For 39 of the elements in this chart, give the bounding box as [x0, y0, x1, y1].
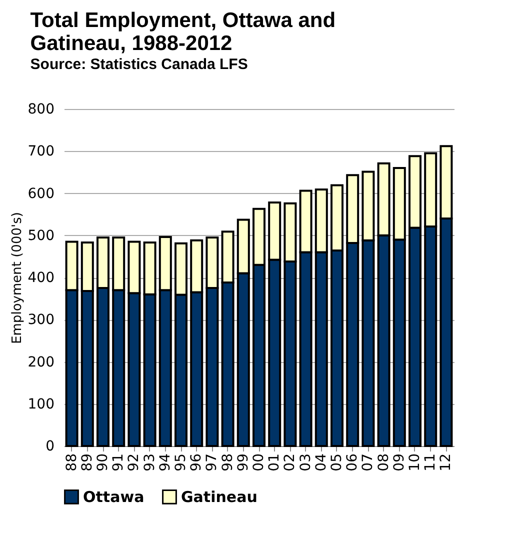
x-tick-label: 88	[64, 454, 80, 472]
x-tick-label: 07	[360, 454, 376, 472]
x-tick-label: 95	[173, 454, 189, 472]
x-tick-label: 91	[110, 454, 127, 472]
x-tick-label: 12	[438, 454, 454, 472]
x-tick-label: 10	[407, 454, 423, 472]
x-tick-label: 08	[376, 454, 392, 472]
x-tick-label: 02	[282, 454, 298, 472]
y-tick-label: 100	[28, 396, 54, 412]
chart-subtitle: Source: Statistics Canada LFS	[30, 56, 248, 73]
x-tick-label: 11	[422, 454, 439, 472]
y-tick-label: 300	[28, 312, 54, 328]
x-tick-label: 90	[95, 454, 111, 472]
x-tick-label: 92	[126, 454, 142, 472]
x-tick-label: 00	[251, 454, 267, 472]
y-tick-label: 200	[28, 354, 54, 370]
x-tick-label: 94	[157, 453, 174, 472]
legend-label: Ottawa	[83, 488, 144, 506]
x-tick-label: 99	[235, 454, 252, 472]
chart-title: Total Employment, Ottawa and Gatineau, 1988-2012	[30, 9, 336, 55]
x-tick-label: 98	[220, 454, 236, 472]
x-tick-label: 89	[79, 454, 96, 472]
y-tick-label: 800	[28, 102, 54, 118]
x-tick-label: 97	[204, 454, 220, 472]
x-tick-label: 04	[313, 453, 330, 472]
x-tick-label: 96	[188, 453, 205, 472]
x-tick-label: 03	[298, 454, 314, 472]
y-tick-label: 700	[28, 144, 54, 160]
y-tick-label: 400	[28, 270, 54, 286]
x-tick-label: 93	[142, 454, 158, 472]
legend-label: Gatineau	[181, 488, 258, 506]
y-tick-label: 0	[46, 438, 54, 454]
x-tick-label: 05	[329, 454, 345, 472]
x-tick-label: 06	[344, 453, 361, 472]
y-tick-label: 500	[28, 228, 54, 244]
y-axis-title: Employment (000's)	[10, 212, 25, 344]
x-tick-label: 01	[266, 454, 283, 472]
y-tick-label: 600	[28, 186, 54, 202]
x-tick-label: 09	[391, 454, 408, 472]
